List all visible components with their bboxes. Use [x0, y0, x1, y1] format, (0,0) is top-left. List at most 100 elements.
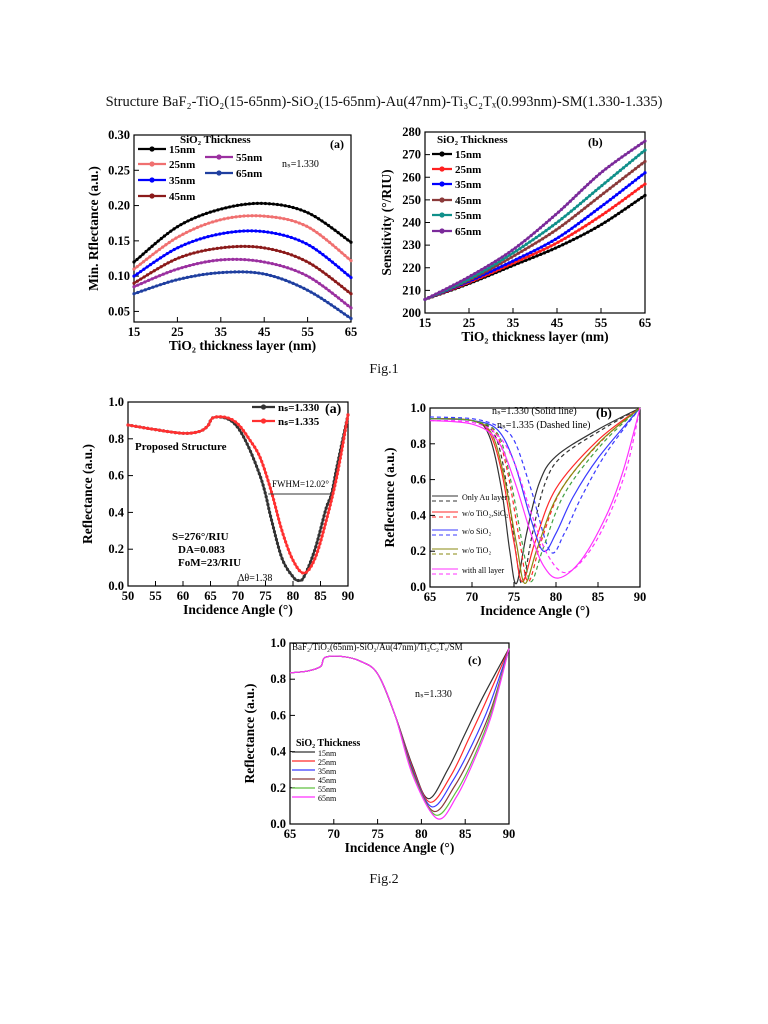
data-point: [326, 301, 330, 305]
data-point: [217, 271, 221, 275]
data-point: [247, 202, 251, 206]
data-point: [278, 232, 282, 236]
data-point: [162, 281, 166, 286]
data-point: [314, 279, 318, 283]
data-point: [189, 274, 193, 279]
data-point: [136, 290, 140, 295]
y-axis-label: Reflectance (a.u.): [242, 683, 257, 783]
data-point: [314, 265, 318, 269]
legend-label: 65nm: [318, 794, 337, 803]
data-point: [262, 230, 266, 234]
data-point: [204, 211, 209, 215]
data-point: [573, 214, 577, 218]
data-point: [534, 251, 539, 255]
data-point: [311, 552, 315, 556]
data-point: [593, 226, 597, 230]
data-point: [603, 181, 607, 185]
data-point: [333, 228, 337, 232]
data-point: [139, 277, 143, 281]
data-point: [205, 272, 209, 276]
data-point: [291, 558, 295, 563]
data-point: [189, 431, 193, 435]
data-point: [462, 277, 466, 282]
data-point: [247, 446, 251, 450]
data-point: [196, 250, 200, 254]
data-point: [633, 178, 638, 182]
data-point: [286, 251, 290, 256]
data-point: [337, 248, 341, 252]
data-point: [578, 201, 583, 206]
data-point: [561, 243, 565, 247]
data-point: [643, 148, 647, 152]
data-point: [609, 176, 613, 180]
data-point: [170, 238, 175, 242]
data-point: [636, 187, 641, 191]
data-point: [320, 534, 324, 538]
data-point: [169, 430, 173, 434]
data-point: [524, 258, 528, 262]
data-point: [153, 242, 157, 246]
data-point: [627, 183, 631, 187]
data-point: [302, 286, 306, 291]
data-point: [311, 263, 315, 267]
data-point: [274, 537, 279, 542]
data-point: [192, 251, 196, 255]
y-tick-label: 200: [402, 306, 421, 320]
data-point: [554, 221, 558, 226]
data-point: [327, 289, 331, 293]
data-point: [318, 233, 322, 237]
data-point: [165, 271, 169, 275]
data-point: [248, 449, 253, 454]
data-point: [314, 545, 318, 549]
data-point: [139, 269, 143, 274]
data-point: [586, 214, 590, 219]
data-point: [636, 144, 641, 148]
annotation: (b): [596, 405, 612, 420]
data-point: [289, 253, 294, 257]
plot-frame: [289, 642, 510, 825]
data-point: [324, 506, 328, 510]
data-point: [317, 533, 321, 537]
data-point: [333, 293, 338, 298]
data-point: [633, 146, 637, 150]
data-point: [553, 237, 557, 241]
y-tick-label: 1.0: [108, 395, 124, 409]
data-point: [258, 229, 262, 233]
data-point: [529, 233, 533, 238]
data-point: [286, 547, 290, 552]
data-point: [342, 312, 347, 316]
data-point: [209, 271, 213, 276]
y-tick-label: 0.2: [270, 781, 286, 795]
data-point: [633, 189, 637, 193]
data-point: [309, 290, 313, 294]
data-point: [247, 258, 251, 262]
data-point: [543, 243, 547, 247]
data-point: [538, 249, 542, 253]
data-point: [538, 226, 542, 230]
data-point: [259, 475, 263, 480]
y-tick-label: 0.20: [108, 199, 130, 213]
data-point: [620, 155, 624, 159]
data-point: [337, 265, 341, 269]
data-point: [147, 286, 151, 291]
data-point: [567, 229, 571, 233]
data-point: [563, 214, 567, 218]
x-tick-label: 75: [508, 590, 521, 604]
data-point: [336, 231, 340, 235]
legend-label: 15nm: [318, 749, 337, 758]
data-point: [276, 276, 280, 280]
data-point: [152, 269, 156, 273]
data-point: [530, 243, 534, 247]
data-point: [324, 238, 329, 242]
data-point: [293, 237, 297, 241]
data-point: [184, 264, 188, 269]
data-point: [185, 275, 189, 279]
x-axis-label: TiO₂ thickness layer (nm): [461, 329, 608, 344]
data-point: [313, 557, 317, 561]
legend-marker: [260, 404, 267, 410]
chart-fig2a: 50 55 60 65 70 75 80 85 90 0.0 0.2 0.4 0.6 0.8 1.0 Inci…: [80, 395, 354, 617]
data-point: [605, 189, 609, 193]
data-point: [269, 518, 274, 522]
data-point: [349, 316, 353, 321]
data-point: [600, 183, 604, 188]
